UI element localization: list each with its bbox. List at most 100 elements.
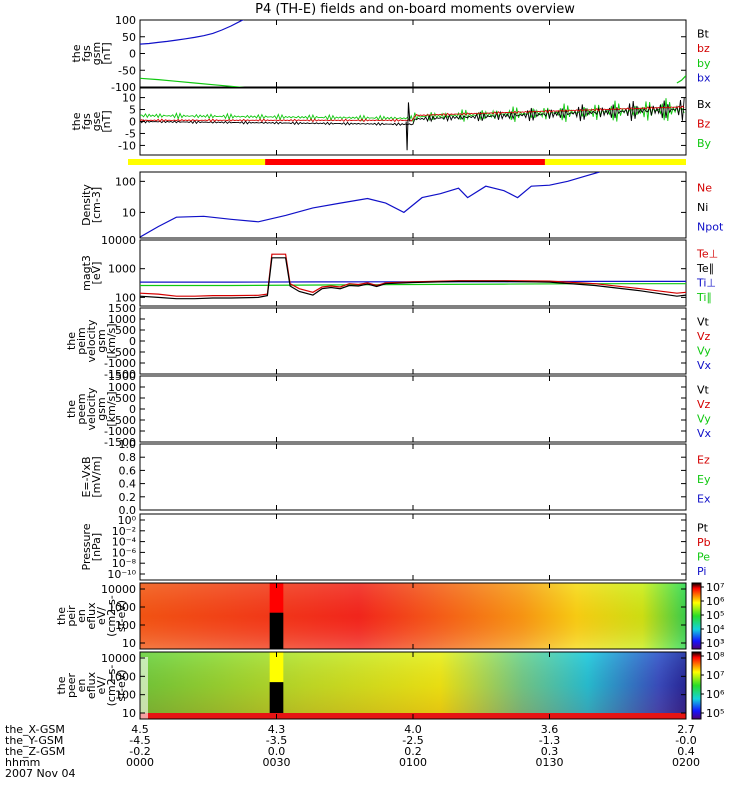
ytick-label: 0 <box>129 116 136 129</box>
ytick-label: 100 <box>115 619 136 632</box>
legend-Te⊥: Te⊥ <box>696 247 718 260</box>
series-by <box>140 77 245 87</box>
legend-by: by <box>697 57 711 70</box>
legend-Pb: Pb <box>697 536 711 549</box>
panel-the_peim_velocity_gsm: 150010005000-500-1000-1500thepeimvelocit… <box>65 302 712 381</box>
colorbar-tick-label: 10⁶ <box>706 688 725 701</box>
ytick-label: 10000 <box>101 583 136 596</box>
ytick-label: -100 <box>111 81 136 94</box>
xaxis-row-label: the_X-GSM <box>5 723 65 736</box>
ytick-label: -5 <box>125 127 136 140</box>
xaxis-row-label: the_Z-GSM <box>5 745 65 758</box>
series-bx <box>140 20 245 45</box>
ytick-label: 1000 <box>108 601 136 614</box>
ytick-label: 10⁻⁸ <box>112 557 137 570</box>
ylabel-line: the <box>70 44 83 62</box>
ylabel-line: (cm2-s- <box>105 665 118 707</box>
status-bar-yellow-right <box>544 159 686 165</box>
legend-Pi: Pi <box>697 565 706 578</box>
status-bar-yellow-left <box>128 159 266 165</box>
xaxis-value: 0200 <box>672 756 700 769</box>
ytick-label: -1500 <box>104 436 136 449</box>
ytick-label: 100 <box>115 14 136 27</box>
series-group <box>140 253 686 300</box>
series-Npot <box>140 172 600 238</box>
legend-Bx: Bx <box>697 98 712 111</box>
ytick-label: 0 <box>129 403 136 416</box>
ytick-label: 1000 <box>108 313 136 326</box>
series-by <box>676 75 686 84</box>
colorbar-tick-label: 10⁷ <box>706 669 724 682</box>
ytick-label: 1500 <box>108 370 136 383</box>
heatmap-spike <box>269 652 284 683</box>
ylabel-line: fgs <box>80 113 93 130</box>
status-bar-red <box>265 159 545 165</box>
ylabel-line: peir <box>65 605 78 627</box>
ylabel-line: the <box>55 676 68 694</box>
panel-the_peer_en_eflux: 10⁸ 10⁷ 10⁶ 10⁵ 10000 1000 100 10 thepeereneflux… <box>55 650 725 720</box>
heatmap-shade <box>140 583 686 649</box>
ytick-label: 0.0 <box>119 504 137 517</box>
ytick-label: -1500 <box>104 368 136 381</box>
ylabel-line: [nT] <box>100 42 113 64</box>
panel-efield: 1.00.80.60.40.20.0 E=-VxB[mV/m] Ez Ey Ex <box>80 438 711 517</box>
ytick-label: 500 <box>115 324 136 337</box>
ylabel-line: (cm2-s- <box>105 595 118 637</box>
ylabel-line: fgs <box>80 45 93 62</box>
ytick-label: 10000 <box>101 652 136 665</box>
ylabel-line: velocity <box>85 319 98 362</box>
legend-Bz: Bz <box>697 118 711 131</box>
ylabel-line: the <box>65 332 78 350</box>
ylabel-line: [eV] <box>90 262 103 285</box>
xaxis-value: 0100 <box>399 756 427 769</box>
trace-Bz <box>140 105 685 123</box>
ytick-label: 100 <box>115 291 136 304</box>
ytick-label: 10000 <box>101 234 136 247</box>
series-group <box>140 20 686 87</box>
ytick-label: 0.4 <box>119 478 137 491</box>
ytick-label: 10 <box>122 637 136 650</box>
ylabel-line: magt3 <box>80 255 93 291</box>
xaxis-value: -3.5 <box>266 734 287 747</box>
ytick-label: 100 <box>115 175 136 188</box>
ylabel-line: peim <box>75 327 88 355</box>
ytick-label: 1000 <box>108 263 136 276</box>
ylabel-line: E=-VxB <box>80 456 93 497</box>
xaxis-value: 0.4 <box>677 745 695 758</box>
colorbar-tick-label: 10⁵ <box>706 609 724 622</box>
ytick-label: 500 <box>115 392 136 405</box>
x-axis-annotations: 4.5-4.5-0.200004.3-3.50.000304.0-2.50.20… <box>5 20 700 780</box>
ylabel-line: eV/ <box>95 607 108 625</box>
colorbar-tick-label: 10⁶ <box>706 595 725 608</box>
xaxis-value: 0030 <box>263 756 291 769</box>
legend-bz: bz <box>697 42 710 55</box>
ytick-label: 10⁰ <box>118 514 137 527</box>
xaxis-row-label: the_Y-GSM <box>5 734 63 747</box>
panel-density: 100 10 Density[cm-3] Ne Ni Npot <box>80 171 724 239</box>
xaxis-value: -4.5 <box>129 734 150 747</box>
legend-Vx: Vx <box>697 427 712 440</box>
ylabel-line: sr-eV) <box>115 669 128 701</box>
ylabel-line: [mV/m] <box>90 456 103 497</box>
ylabel-line: the <box>70 112 83 130</box>
legend-Bt: Bt <box>697 27 710 40</box>
panel-temperature: 10000 1000 100 magt3[eV] Te⊥ Te∥Ti⊥ Ti∥ <box>80 234 718 307</box>
panel-frame <box>139 307 687 375</box>
legend-bx: bx <box>697 72 711 85</box>
xaxis-value: 2.7 <box>677 723 695 736</box>
legend-Ne: Ne <box>697 182 712 195</box>
ylabel-line: Density <box>80 184 93 226</box>
colorbar-tick-label: 10⁵ <box>706 707 724 720</box>
ylabel-line: eflux <box>85 671 98 699</box>
xaxis-value: 0000 <box>126 756 154 769</box>
ylabel-line: sr-eV) <box>115 600 128 632</box>
ylabel-line: en <box>75 609 88 623</box>
panel-the_peem_velocity_gsm: 150010005000-500-1000-1500thepeemvelocit… <box>65 370 712 449</box>
ylabel-line: gse <box>90 112 103 132</box>
ylabel-line: [nPa] <box>90 533 103 561</box>
ytick-label: 1000 <box>108 381 136 394</box>
xaxis-value: 4.0 <box>404 723 422 736</box>
ytick-label: 10 <box>122 92 136 105</box>
ytick-label: 10⁻⁶ <box>112 546 137 559</box>
